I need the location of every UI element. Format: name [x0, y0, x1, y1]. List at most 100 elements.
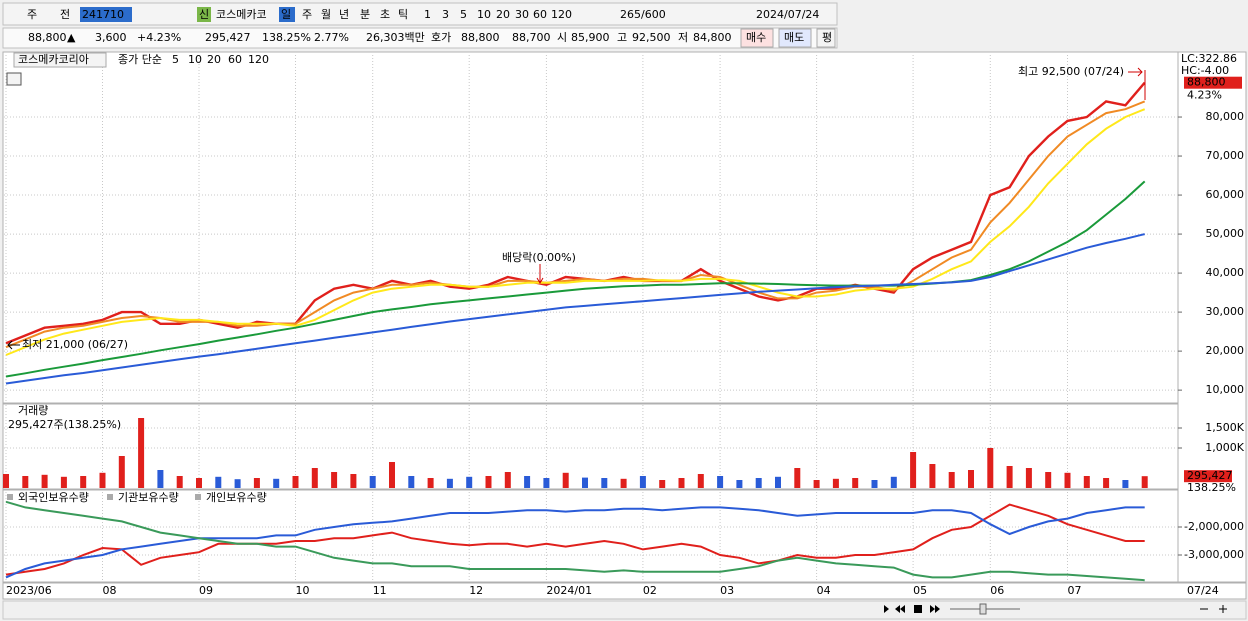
price-tag: [1184, 76, 1242, 89]
bar: [60, 476, 67, 488]
toolbar-item[interactable]: 년: [339, 8, 349, 21]
toolbar-item[interactable]: 주: [302, 8, 312, 21]
bottom-toolbar: [2, 600, 1247, 620]
bar: [1064, 472, 1071, 488]
quote-field: 2.77%: [314, 31, 349, 44]
toolbar-item[interactable]: 1: [424, 8, 431, 21]
x-tick-label: 2024/01: [546, 584, 592, 597]
bar: [369, 476, 376, 488]
bar: [253, 478, 260, 488]
bar: [697, 474, 704, 488]
bar: [852, 478, 859, 488]
quote-field: +4.23%: [137, 31, 181, 44]
play[interactable]: [930, 605, 940, 613]
toolbar-item[interactable]: 20: [496, 8, 510, 21]
quote-bar: [2, 27, 838, 49]
axis-tag: LC:322.86: [1181, 52, 1237, 65]
legend-entry: 기관보유수량: [118, 491, 179, 504]
bar: [910, 452, 917, 488]
button[interactable]: [740, 28, 774, 48]
title-box: [13, 52, 107, 68]
bar: [427, 478, 434, 488]
bar: [678, 478, 685, 488]
toolbar-item[interactable]: 일: [281, 7, 291, 21]
x-tick-label: 12: [469, 584, 483, 597]
scroll-right[interactable]: [884, 605, 889, 613]
bar: [1045, 472, 1052, 488]
bar: [775, 476, 781, 488]
bar: [929, 464, 936, 488]
bar: [331, 472, 338, 488]
y-tick-label: 80,000: [1206, 110, 1245, 123]
scroll-left[interactable]: [895, 605, 905, 613]
y-tick-label: -2,000,000: [1184, 520, 1244, 533]
y-tick-label: 70,000: [1206, 149, 1245, 162]
toolbar-item[interactable]: 신: [199, 8, 209, 21]
quote-field: 92,500: [632, 31, 671, 44]
badge: [197, 7, 211, 22]
series-line: [5, 500, 1145, 582]
zoom-thumb[interactable]: [979, 603, 987, 615]
quote-field: 고: [617, 31, 627, 44]
x-tick-label: 2023/06: [6, 584, 52, 597]
quote-field[interactable]: 매수: [746, 31, 766, 44]
annotation: 최저 21,000 (06/27): [22, 338, 128, 351]
bar: [543, 478, 550, 488]
legend-marker: [7, 494, 13, 500]
stop[interactable]: [914, 605, 922, 613]
holding-panel: [2, 489, 1179, 583]
toolbar-item[interactable]: /600: [641, 8, 666, 21]
quote-field[interactable]: 매도: [784, 31, 804, 44]
bar: [118, 456, 125, 488]
quote-field: 138.25%: [262, 31, 311, 44]
bar: [890, 476, 897, 488]
axis-tag: HC:-4.00: [1181, 64, 1229, 77]
bar: [987, 448, 994, 488]
toolbar-item[interactable]: 265: [620, 8, 641, 21]
bar: [176, 476, 183, 488]
toolbar-item[interactable]: 241710: [82, 8, 124, 21]
bar: [1025, 468, 1032, 488]
toolbar-item[interactable]: 3: [442, 8, 449, 21]
legend-entry: 5: [172, 53, 179, 66]
button[interactable]: [778, 28, 812, 48]
annotation: 최고 92,500 (07/24): [1018, 65, 1124, 78]
legend-entry: 20: [207, 53, 221, 66]
series-line: [5, 108, 1146, 356]
y-tick-label: -3,000,000: [1184, 548, 1244, 561]
toolbar-item[interactable]: 분: [360, 8, 370, 21]
legend-entry: 10: [188, 53, 202, 66]
toolbar-item[interactable]: 코스메카코: [216, 8, 267, 21]
toolbar-item[interactable]: 5: [460, 8, 467, 21]
legend-entry: 120: [248, 53, 269, 66]
bar: [215, 476, 222, 488]
toolbar-item[interactable]: 120: [551, 8, 572, 21]
bar: [408, 476, 415, 488]
date-axis: [2, 582, 1247, 600]
quote-field[interactable]: 평: [822, 31, 832, 44]
quote-field: 85,900: [571, 31, 610, 44]
bar: [639, 476, 646, 488]
bar: [659, 480, 666, 488]
bar: [3, 474, 9, 488]
toolbar-item[interactable]: 2024/07/24: [756, 8, 819, 21]
toolbar-item[interactable]: 60: [533, 8, 547, 21]
toolbar-item[interactable]: 전: [60, 8, 70, 21]
bar: [99, 472, 106, 488]
toolbar-item[interactable]: 30: [515, 8, 529, 21]
zoom-in[interactable]: [1219, 605, 1227, 613]
selected-field: [80, 7, 132, 22]
toolbar-item[interactable]: 주: [27, 8, 37, 21]
settings-icon[interactable]: [6, 72, 22, 86]
toolbar-item[interactable]: 10: [477, 8, 491, 21]
bar: [350, 474, 357, 488]
toolbar-item[interactable]: 틱: [398, 8, 408, 21]
button[interactable]: [816, 28, 836, 48]
toolbar-item[interactable]: 초: [380, 8, 390, 21]
bar: [755, 478, 762, 488]
toolbar-item[interactable]: 월: [321, 8, 331, 21]
x-tick-label: 05: [913, 584, 927, 597]
annotation-arrow: [7, 340, 20, 350]
bar: [524, 476, 531, 488]
axis-tag: 88,800: [1187, 76, 1226, 89]
